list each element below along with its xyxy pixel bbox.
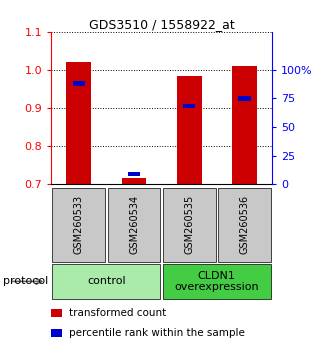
Bar — [122, 178, 147, 184]
Bar — [238, 96, 251, 101]
Text: GSM260536: GSM260536 — [239, 195, 249, 255]
Text: GSM260534: GSM260534 — [129, 195, 139, 255]
Text: GSM260535: GSM260535 — [184, 195, 194, 255]
Bar — [66, 62, 91, 184]
Bar — [73, 81, 85, 86]
Text: CLDN1
overexpression: CLDN1 overexpression — [174, 270, 259, 292]
Bar — [232, 66, 257, 184]
Bar — [177, 76, 202, 184]
Text: control: control — [87, 276, 126, 286]
Text: protocol: protocol — [3, 276, 48, 286]
Bar — [183, 104, 196, 108]
Text: percentile rank within the sample: percentile rank within the sample — [69, 328, 245, 338]
Bar — [128, 172, 140, 176]
Text: GSM260533: GSM260533 — [74, 195, 84, 255]
Text: transformed count: transformed count — [69, 308, 166, 318]
Title: GDS3510 / 1558922_at: GDS3510 / 1558922_at — [89, 18, 235, 31]
